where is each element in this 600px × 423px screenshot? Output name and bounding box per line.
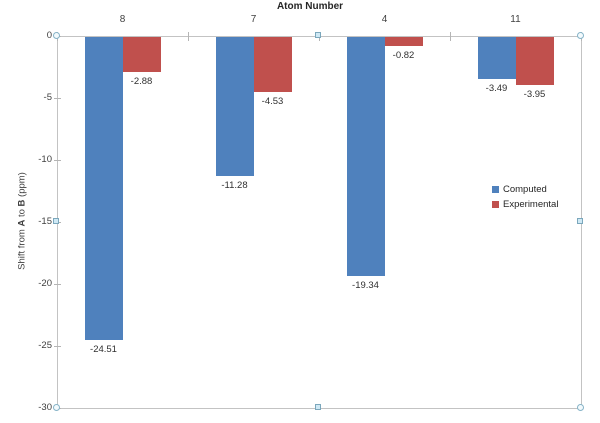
- value-axis-tick-label: -30: [38, 402, 52, 413]
- selection-handle-bottom-left[interactable]: [53, 404, 60, 411]
- selection-handle-bottom-center[interactable]: [315, 404, 321, 410]
- value-axis-tick-label: -25: [38, 340, 52, 351]
- value-axis-tick-label: -10: [38, 154, 52, 165]
- data-label: -2.88: [130, 75, 153, 87]
- bar-experimental-atom-7[interactable]: [253, 37, 292, 93]
- legend-label: Computed: [503, 184, 547, 195]
- selection-handle-bottom-right[interactable]: [577, 404, 584, 411]
- legend[interactable]: Computed Experimental: [492, 184, 558, 214]
- bar-experimental-atom-11[interactable]: [515, 37, 554, 85]
- value-axis-tick: [54, 98, 61, 99]
- category-label: 4: [381, 14, 388, 25]
- value-axis-tick-label: -20: [38, 278, 52, 289]
- legend-marker-icon: [492, 201, 499, 208]
- selection-handle-top-right[interactable]: [577, 32, 584, 39]
- value-axis-tick-label: 0: [46, 30, 52, 41]
- selection-handle-top-left[interactable]: [53, 32, 60, 39]
- value-axis-tick: [54, 284, 61, 285]
- data-label: -4.53: [261, 96, 284, 108]
- legend-label: Experimental: [503, 199, 559, 210]
- selection-handle-top-center[interactable]: [315, 32, 321, 38]
- data-label: -0.82: [392, 50, 415, 62]
- value-axis-title-segment: B: [16, 199, 28, 207]
- bar-computed-atom-4[interactable]: [346, 37, 385, 276]
- data-label: -3.49: [485, 83, 508, 95]
- selection-handle-middle-left[interactable]: [53, 218, 59, 224]
- data-label: -11.28: [221, 179, 248, 191]
- legend-entry-computed[interactable]: Computed: [492, 184, 558, 195]
- value-axis-tick: [54, 160, 61, 161]
- legend-entry-experimental[interactable]: Experimental: [492, 199, 558, 210]
- category-axis-title[interactable]: Atom Number: [276, 1, 344, 12]
- category-label: 7: [250, 14, 257, 25]
- bar-experimental-atom-4[interactable]: [384, 37, 423, 47]
- data-label: -3.95: [523, 88, 546, 100]
- data-label: -19.34: [352, 279, 379, 291]
- category-label: 11: [510, 14, 521, 25]
- value-axis-tick: [54, 346, 61, 347]
- legend-marker-icon: [492, 186, 499, 193]
- bar-experimental-atom-8[interactable]: [122, 37, 161, 72]
- value-axis-title-segment: Shift from: [16, 226, 28, 270]
- bar-computed-atom-11[interactable]: [477, 37, 516, 80]
- category-label: 8: [119, 14, 126, 25]
- bar-computed-atom-7[interactable]: [215, 37, 254, 176]
- category-axis-tick: [188, 32, 189, 41]
- value-axis-tick-label: -15: [38, 216, 52, 227]
- data-label: -24.51: [90, 343, 117, 355]
- bar-computed-atom-8[interactable]: [84, 37, 123, 340]
- selection-handle-middle-right[interactable]: [577, 218, 583, 224]
- value-axis-tick-label: -5: [43, 92, 52, 103]
- value-axis-title-segment: (ppm): [16, 172, 28, 200]
- category-axis-tick: [450, 32, 451, 41]
